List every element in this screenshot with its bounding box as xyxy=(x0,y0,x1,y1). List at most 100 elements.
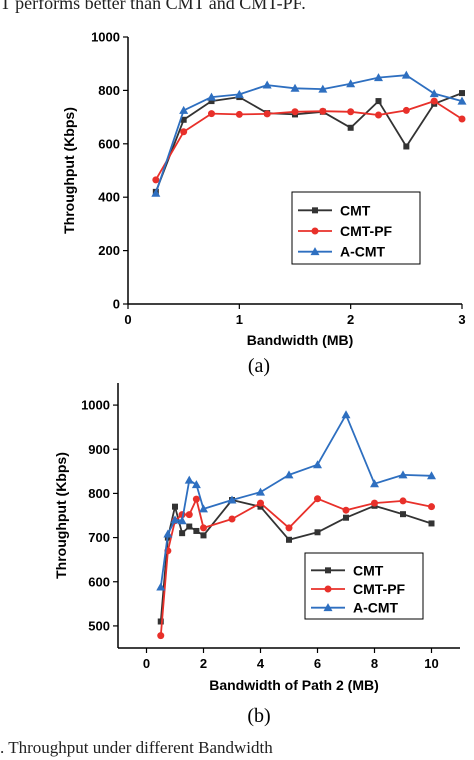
data-point-cmt xyxy=(257,503,264,510)
data-point-a-cmt xyxy=(341,410,351,419)
legend-box xyxy=(304,552,424,620)
data-point-cmt xyxy=(403,143,410,150)
data-point-cmt-pf xyxy=(285,524,293,532)
chart-b: 0 2 4 6 8 10 500 600 700 800 900 1000 Bandwidth of P… xyxy=(53,383,460,727)
series-line-cmt-pf xyxy=(155,100,463,181)
data-point-cmt-pf xyxy=(208,110,215,118)
data-point-a-cmt xyxy=(227,495,237,504)
x-tick-label: 0 xyxy=(143,656,150,671)
data-point-cmt xyxy=(208,98,215,105)
data-point-a-cmt xyxy=(191,480,201,489)
data-point-a-cmt xyxy=(156,582,166,591)
data-point-cmt xyxy=(180,116,187,123)
y-axis-title: Throughput (Kbps) xyxy=(53,452,69,579)
data-point-a-cmt xyxy=(151,188,161,197)
x-tick-label: 8 xyxy=(371,656,378,671)
series-cmt-pf xyxy=(152,97,466,184)
legend: CMT CMT-PF A-CMT xyxy=(304,552,424,620)
legend-marker-a-cmt xyxy=(323,603,333,612)
data-point-a-cmt xyxy=(370,479,379,488)
data-point-cmt-pf xyxy=(371,499,378,507)
x-tick-label: 10 xyxy=(424,656,438,671)
data-point-a-cmt xyxy=(179,105,189,114)
data-point-a-cmt xyxy=(234,89,244,98)
data-point-cmt-pf xyxy=(375,111,382,119)
y-tick-label: 200 xyxy=(98,243,120,258)
data-point-cmt xyxy=(314,529,321,536)
data-point-cmt-pf xyxy=(257,499,264,507)
x-tick-label: 3 xyxy=(458,312,465,327)
x-axis-title: Bandwidth (MB) xyxy=(247,332,354,348)
y-tick-label: 400 xyxy=(98,190,120,205)
data-point-cmt xyxy=(459,90,465,97)
y-tick-label: 1000 xyxy=(81,398,110,413)
x-tick-label: 4 xyxy=(257,656,265,671)
data-point-cmt-pf xyxy=(319,107,327,115)
data-point-cmt-pf xyxy=(428,503,435,511)
data-point-cmt-pf xyxy=(157,632,165,640)
x-tick-label: 2 xyxy=(200,656,207,671)
legend-marker-cmt-pf xyxy=(324,585,332,593)
series-line-cmt xyxy=(154,92,463,193)
data-point-cmt xyxy=(200,532,207,539)
data-point-a-cmt xyxy=(177,516,187,525)
data-point-cmt-pf xyxy=(185,511,193,519)
data-point-cmt-pf xyxy=(200,524,207,532)
legend-label-a-cmt: A-CMT xyxy=(353,600,399,616)
data-point-cmt xyxy=(375,98,382,105)
data-point-cmt xyxy=(157,618,164,625)
data-point-cmt-pf xyxy=(458,115,466,123)
data-point-cmt-pf xyxy=(314,495,321,503)
x-axis-title: Bandwidth of Path 2 (MB) xyxy=(209,677,379,693)
legend-label-a-cmt: A-CMT xyxy=(340,244,386,260)
y-tick-label: 600 xyxy=(88,574,110,589)
data-point-cmt-pf xyxy=(399,497,407,505)
data-point-cmt-pf xyxy=(152,176,160,184)
data-point-a-cmt xyxy=(427,471,436,480)
subfigure-label: (a) xyxy=(248,355,270,377)
legend-label-cmt: CMT xyxy=(353,562,384,578)
y-tick-label: 700 xyxy=(88,530,110,545)
legend-label-cmt-pf: CMT-PF xyxy=(353,581,406,597)
data-point-a-cmt xyxy=(457,96,467,105)
data-point-a-cmt xyxy=(256,487,265,496)
data-point-a-cmt xyxy=(199,504,208,513)
x-tick-label: 6 xyxy=(314,656,321,671)
legend-marker-a-cmt xyxy=(310,247,320,256)
data-point-a-cmt xyxy=(313,460,322,469)
legend-marker-cmt xyxy=(312,207,318,214)
legend-marker-cmt xyxy=(325,567,331,574)
legend-marker-cmt-pf xyxy=(311,227,319,235)
data-point-cmt-pf xyxy=(235,110,243,118)
data-point-a-cmt xyxy=(184,475,194,484)
series-a-cmt xyxy=(156,410,436,591)
y-tick-label: 1000 xyxy=(91,30,120,45)
data-point-cmt xyxy=(179,530,186,537)
data-point-a-cmt xyxy=(163,529,173,538)
data-point-a-cmt xyxy=(398,470,408,479)
data-point-cmt-pf xyxy=(402,106,410,114)
y-tick-label: 0 xyxy=(113,297,120,312)
series-line-a-cmt xyxy=(154,74,463,194)
data-point-a-cmt xyxy=(346,79,356,88)
data-point-a-cmt xyxy=(374,73,383,82)
data-point-cmt xyxy=(172,503,178,510)
data-point-cmt xyxy=(347,124,354,131)
x-tick-label: 2 xyxy=(347,312,354,327)
x-tick-label: 1 xyxy=(236,312,243,327)
data-point-cmt xyxy=(428,520,435,527)
data-point-cmt-pf xyxy=(430,97,438,105)
legend-label-cmt-pf: CMT-PF xyxy=(340,223,393,239)
figure-caption: . Throughput under different Bandwidth xyxy=(0,738,273,757)
data-point-a-cmt xyxy=(318,84,328,93)
series-a-cmt xyxy=(151,70,467,197)
data-point-a-cmt xyxy=(284,470,294,479)
subfigure-label: (b) xyxy=(247,705,270,727)
data-point-cmt xyxy=(400,511,406,518)
data-point-a-cmt xyxy=(401,70,411,79)
y-tick-label: 600 xyxy=(98,136,120,151)
chart-a: 0 1 2 3 0 200 400 600 800 1000 Bandwidth (MB) Throu… xyxy=(61,30,467,377)
y-tick-label: 800 xyxy=(88,486,110,501)
y-tick-label: 500 xyxy=(88,618,110,633)
